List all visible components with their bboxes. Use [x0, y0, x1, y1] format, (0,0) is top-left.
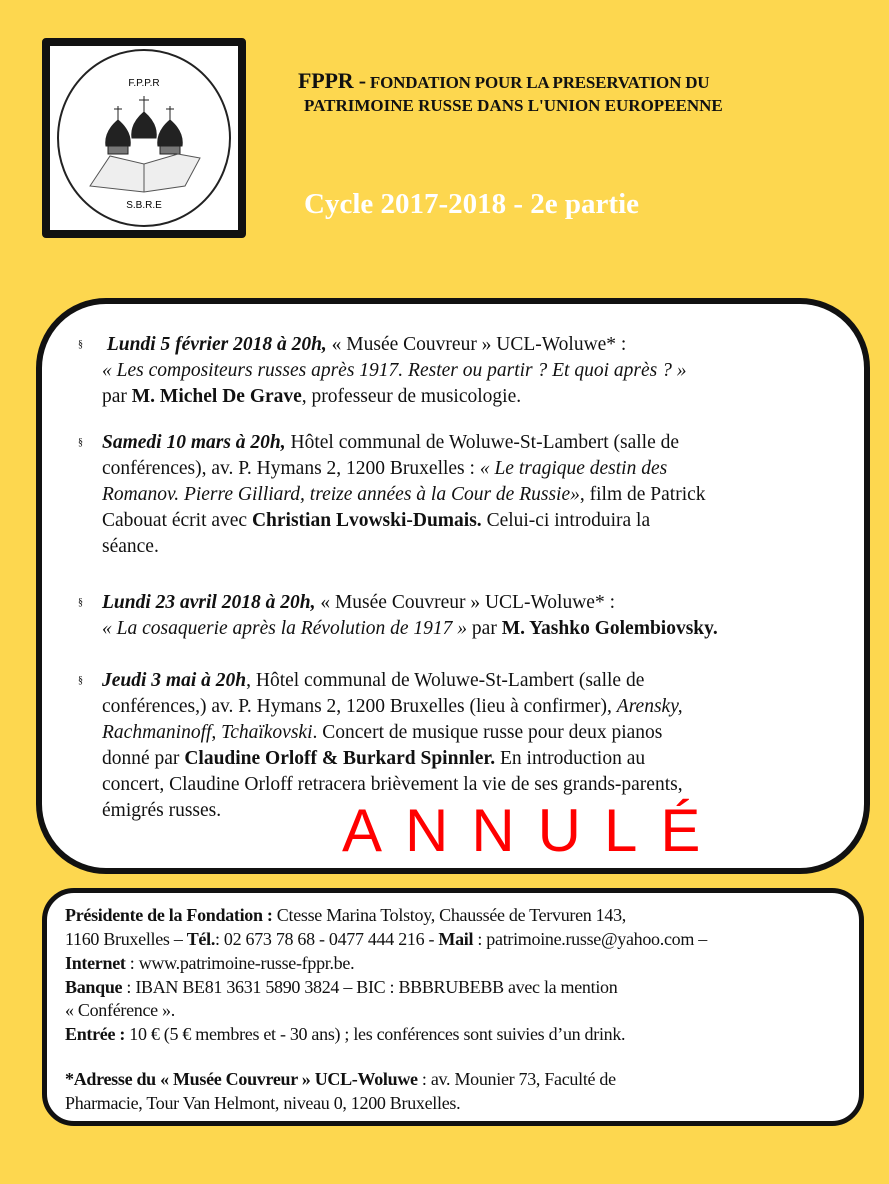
title-text: FONDATION POUR LA PRESERVATION DU [369, 73, 710, 92]
text: séance. [102, 536, 159, 557]
event-date: Lundi 5 février 2018 à 20h, [106, 334, 327, 355]
text: Celui-ci introduira la [481, 510, 651, 531]
text: En introduction au [495, 748, 646, 769]
bank: : IBAN BE81 3631 5890 3824 – BIC : BBBRU… [122, 977, 618, 997]
label: Banque [65, 977, 123, 997]
event-date: Lundi 23 avril 2018 à 20h, [102, 592, 316, 613]
text: , film de Patrick [579, 484, 706, 505]
composer: Rachmaninoff, Tchaïkovski [102, 722, 313, 743]
info-box: Présidente de la Fondation : Ctesse Mari… [42, 888, 864, 1126]
text: « Conférence ». [65, 1000, 175, 1020]
event-item: § Samedi 10 mars à 20h, Hôtel communal d… [78, 430, 706, 560]
logo-bottom-text: S.B.R.E [126, 200, 162, 211]
logo-top-text: F.P.P.R [128, 78, 159, 89]
label: Présidente de la Fondation : [65, 905, 273, 925]
speaker: Claudine Orloff & Burkard Spinnler. [184, 748, 496, 769]
cycle-title: Cycle 2017-2018 - 2e partie [304, 188, 640, 220]
text: . Concert de musique russe pour deux pia… [312, 722, 663, 743]
title-abbr: FPPR - [298, 68, 366, 93]
event-item: § Lundi 5 février 2018 à 20h, « Musée Co… [78, 332, 687, 410]
bullet-icon: § [78, 339, 83, 350]
event-venue: « Musée Couvreur » UCL-Woluwe* : [326, 334, 627, 355]
text: , professeur de musicologie. [301, 386, 522, 407]
text: Ctesse Marina Tolstoy, Chaussée de Tervu… [272, 905, 627, 925]
event-date: Jeudi 3 mai à 20h [102, 670, 247, 691]
header-title-line2: PATRIMOINE RUSSE DANS L'UNION EUROPEENNE [304, 96, 723, 115]
event-venue: Hôtel communal de Woluwe-St-Lambert (sal… [285, 432, 680, 453]
composer: Arensky, [616, 696, 683, 717]
event-date: Samedi 10 mars à 20h, [102, 432, 286, 453]
event-venue: « Musée Couvreur » UCL-Woluwe* : [315, 592, 615, 613]
label: Mail [438, 929, 474, 949]
label: *Adresse du « Musée Couvreur » UCL-Woluw… [65, 1069, 418, 1089]
text: conférences,) av. P. Hymans 2, 1200 Brux… [102, 696, 617, 717]
price: 10 € (5 € membres et - 30 ans) ; les con… [125, 1024, 626, 1044]
event-title: Romanov. Pierre Gilliard, treize années … [102, 484, 580, 505]
address: Pharmacie, Tour Van Helmont, niveau 0, 1… [65, 1093, 461, 1113]
event-item: § Lundi 23 avril 2018 à 20h, « Musée Cou… [78, 590, 718, 642]
bullet-icon: § [78, 437, 83, 448]
speaker: M. Yashko Golembiovsky. [501, 618, 718, 639]
bullet-icon: § [78, 597, 83, 608]
text: émigrés russes. [102, 800, 222, 821]
events-box: § Lundi 5 février 2018 à 20h, « Musée Co… [36, 298, 870, 874]
address: : av. Mounier 73, Faculté de [417, 1069, 616, 1089]
label: Tél. [186, 929, 216, 949]
header-title-line1: FPPR - FONDATION POUR LA PRESERVATION DU [298, 68, 710, 94]
speaker: Christian Lvowski-Dumais. [251, 510, 482, 531]
fppr-logo: F.P.P.R S.B.R.E [42, 38, 246, 238]
text: Cabouat écrit avec [102, 510, 252, 531]
website: : www.patrimoine-russe-fppr.be. [125, 953, 355, 973]
label: Entrée : [65, 1024, 126, 1044]
text: 1160 Bruxelles – [65, 929, 187, 949]
text: par [467, 618, 502, 639]
phone: : 02 673 78 68 - 0477 444 216 - [215, 929, 439, 949]
text: donné par [102, 748, 185, 769]
text: conférences), av. P. Hymans 2, 1200 Brux… [102, 458, 480, 479]
event-title: « Les compositeurs russes après 1917. Re… [102, 360, 687, 381]
label: Internet [65, 953, 126, 973]
event-title: « La cosaquerie après la Révolution de 1… [102, 618, 468, 639]
event-item: § Jeudi 3 mai à 20h, Hôtel communal de W… [78, 668, 683, 824]
event-venue: , Hôtel communal de Woluwe-St-Lambert (s… [246, 670, 645, 691]
text: concert, Claudine Orloff retracera brièv… [102, 774, 683, 795]
event-title: « Le tragique destin des [479, 458, 668, 479]
bullet-icon: § [78, 675, 83, 686]
email: : patrimoine.russe@yahoo.com – [473, 929, 707, 949]
text: par [102, 386, 132, 407]
speaker: M. Michel De Grave [131, 386, 302, 407]
cancelled-stamp: ANNULÉ [342, 797, 724, 864]
